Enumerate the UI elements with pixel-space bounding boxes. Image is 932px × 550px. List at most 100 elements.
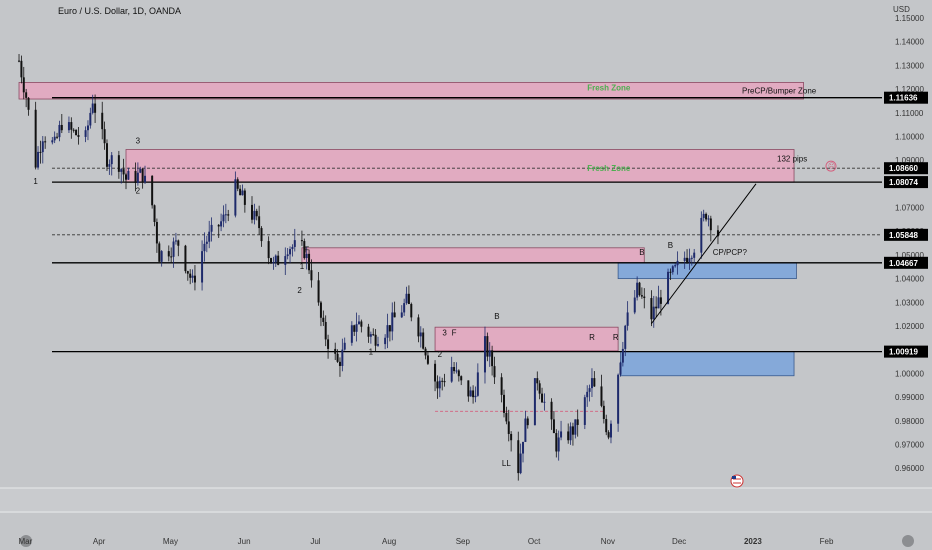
fresh-zone-label: Fresh Zone <box>587 83 631 92</box>
candle-body <box>151 175 154 206</box>
annotation-label: F <box>452 328 457 337</box>
x-tick-label: Dec <box>672 537 686 546</box>
candle-body <box>586 391 589 398</box>
candle-body <box>70 122 73 130</box>
candle-body <box>284 256 287 265</box>
candle-body <box>189 273 192 278</box>
candle-body <box>158 243 161 262</box>
candle-body <box>105 143 108 167</box>
candle-body <box>626 312 629 326</box>
candle-body <box>474 395 477 398</box>
zone-6 <box>620 351 795 377</box>
annotation-label: B <box>494 312 499 321</box>
fresh-zone-label: Fresh Zone <box>587 164 631 173</box>
candle-body <box>417 317 420 337</box>
candle-body <box>191 275 194 278</box>
candle-body <box>491 350 494 367</box>
candle-body <box>669 271 672 273</box>
candle-body <box>476 372 479 396</box>
annotation-label: 3 <box>136 137 141 146</box>
candle-body <box>374 334 377 346</box>
x-tick-label: Oct <box>528 537 541 546</box>
candle-body <box>588 388 591 392</box>
candle-body <box>67 122 70 131</box>
candle-body <box>488 350 491 357</box>
candle-body <box>640 295 643 297</box>
candle-body <box>253 210 256 220</box>
candle-body <box>388 325 391 332</box>
candle-body <box>360 321 363 327</box>
annotation-label: LL <box>502 459 511 468</box>
candle-body <box>343 342 346 350</box>
candle-body <box>167 251 170 257</box>
candle-body <box>638 282 641 296</box>
candle-body <box>690 257 693 259</box>
candle-body <box>327 339 330 349</box>
x-tick-label: May <box>163 537 178 546</box>
candle-body <box>310 270 313 281</box>
candle-body <box>541 393 544 403</box>
candle-body <box>593 378 596 387</box>
y-tick-label: 1.15000 <box>895 14 924 23</box>
price-tag: 1.08074 <box>889 178 918 187</box>
candle-body <box>441 380 444 382</box>
axis-currency: USD <box>893 5 910 14</box>
annotation-label: B <box>639 248 644 257</box>
candle-body <box>619 362 622 375</box>
candle-body <box>293 240 296 247</box>
candle-body <box>605 418 608 433</box>
annotation-label: 1 <box>300 262 305 271</box>
annotation-label: R <box>589 333 595 342</box>
zone-3 <box>301 247 645 264</box>
annotation-label: 2 <box>438 350 443 359</box>
candle-body <box>89 112 92 126</box>
candle-body <box>91 103 94 113</box>
candle-body <box>322 317 325 322</box>
candle-body <box>117 155 120 172</box>
candle-body <box>434 363 437 382</box>
candle-body <box>317 280 320 303</box>
annotation-label: B <box>668 241 673 250</box>
time-axis <box>0 530 932 550</box>
candle-body <box>576 419 579 425</box>
candle-body <box>186 271 189 274</box>
x-tick-label: Aug <box>382 537 396 546</box>
candle-body <box>460 376 463 381</box>
candle-body <box>77 135 80 137</box>
candle-body <box>60 124 63 131</box>
candle-body <box>633 297 636 313</box>
candle-body <box>39 151 42 153</box>
scroll-right-handle <box>902 535 914 547</box>
candle-body <box>522 441 525 454</box>
candle-body <box>569 426 572 441</box>
candle-body <box>391 312 394 332</box>
candle-body <box>255 210 258 217</box>
candle-body <box>18 60 21 62</box>
candle-body <box>659 297 662 304</box>
candle-body <box>170 256 173 258</box>
y-tick-label: 0.99000 <box>895 393 924 402</box>
candle-body <box>274 255 277 263</box>
candle-body <box>550 401 553 420</box>
candle-body <box>557 437 560 452</box>
candle-body <box>72 129 75 131</box>
y-tick-label: 1.11000 <box>895 109 924 118</box>
candle-body <box>469 390 472 397</box>
candle-body <box>84 130 87 137</box>
price-tag-box <box>884 345 928 358</box>
candle-body <box>341 349 344 366</box>
y-tick-label: 1.10000 <box>895 132 924 141</box>
candle-body <box>422 332 425 349</box>
candle-body <box>526 418 529 426</box>
candle-body <box>424 348 427 356</box>
pips-label: 132 pips <box>777 154 807 163</box>
candle-body <box>453 367 456 372</box>
x-tick-label: Sep <box>456 537 471 546</box>
candle-body <box>260 228 263 242</box>
candle-body <box>410 303 413 318</box>
candle-body <box>700 217 703 253</box>
x-tick-label: Nov <box>601 537 615 546</box>
price-tag-box <box>884 228 928 241</box>
candle-body <box>688 258 691 263</box>
